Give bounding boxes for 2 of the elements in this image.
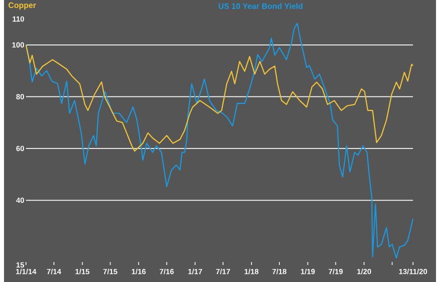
- line-series: [25, 22, 414, 259]
- line-series: [25, 44, 414, 152]
